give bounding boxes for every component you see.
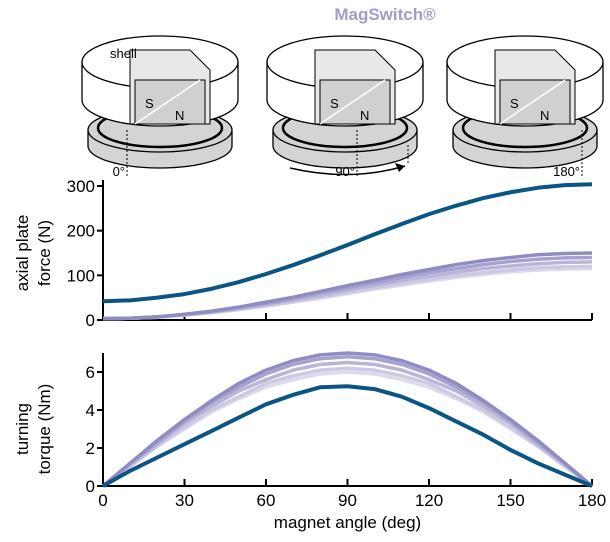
y-tick-label: 300 — [67, 177, 95, 196]
diagram-title: MagSwitch® — [334, 5, 436, 24]
x-tick-label: 120 — [415, 491, 443, 510]
x-tick-label: 30 — [175, 491, 194, 510]
pole-divider — [134, 79, 201, 125]
y-tick-label: 0 — [86, 311, 95, 330]
shell-label: shell — [110, 46, 137, 61]
series-line — [101, 355, 594, 488]
y-axis-label: turning — [13, 403, 32, 455]
y-tick-label: 200 — [67, 222, 95, 241]
y-tick-label: 100 — [67, 266, 95, 285]
x-tick-label: 60 — [257, 491, 276, 510]
y-axis-label: axial plate — [13, 215, 32, 292]
arrow-head — [395, 163, 405, 172]
x-tick-label: 180 — [578, 491, 606, 510]
x-tick-label: 90 — [338, 491, 357, 510]
pole-divider — [319, 79, 386, 125]
series-line — [102, 251, 593, 321]
series-line — [102, 264, 593, 321]
series-line — [101, 351, 594, 488]
x-axis-label: magnet angle (deg) — [274, 513, 421, 532]
y-tick-label: 0 — [86, 477, 95, 496]
x-tick-label: 0 — [98, 491, 107, 510]
south-label: S — [330, 96, 339, 111]
angle-label: 90° — [335, 164, 355, 179]
series-line — [102, 384, 593, 488]
north-label: N — [540, 108, 549, 123]
north-label: N — [175, 108, 184, 123]
y-axis-label: force (N) — [35, 220, 54, 286]
y-tick-label: 6 — [86, 363, 95, 382]
rotation-arrow — [289, 165, 406, 176]
series-line — [102, 182, 593, 304]
south-label: S — [510, 96, 519, 111]
y-axis-label: torque (Nm) — [35, 384, 54, 475]
series-line — [101, 366, 594, 488]
south-label: S — [145, 96, 154, 111]
north-label: N — [360, 108, 369, 123]
y-tick-label: 2 — [86, 439, 95, 458]
magnet-diagrams: S N 0° S N 90° S N 180° shell — [81, 35, 604, 179]
angle-label: 0° — [113, 164, 125, 179]
pole-divider — [499, 79, 566, 125]
x-tick-label: 150 — [496, 491, 524, 510]
y-tick-label: 4 — [86, 401, 95, 420]
angle-label: 180° — [553, 164, 580, 179]
